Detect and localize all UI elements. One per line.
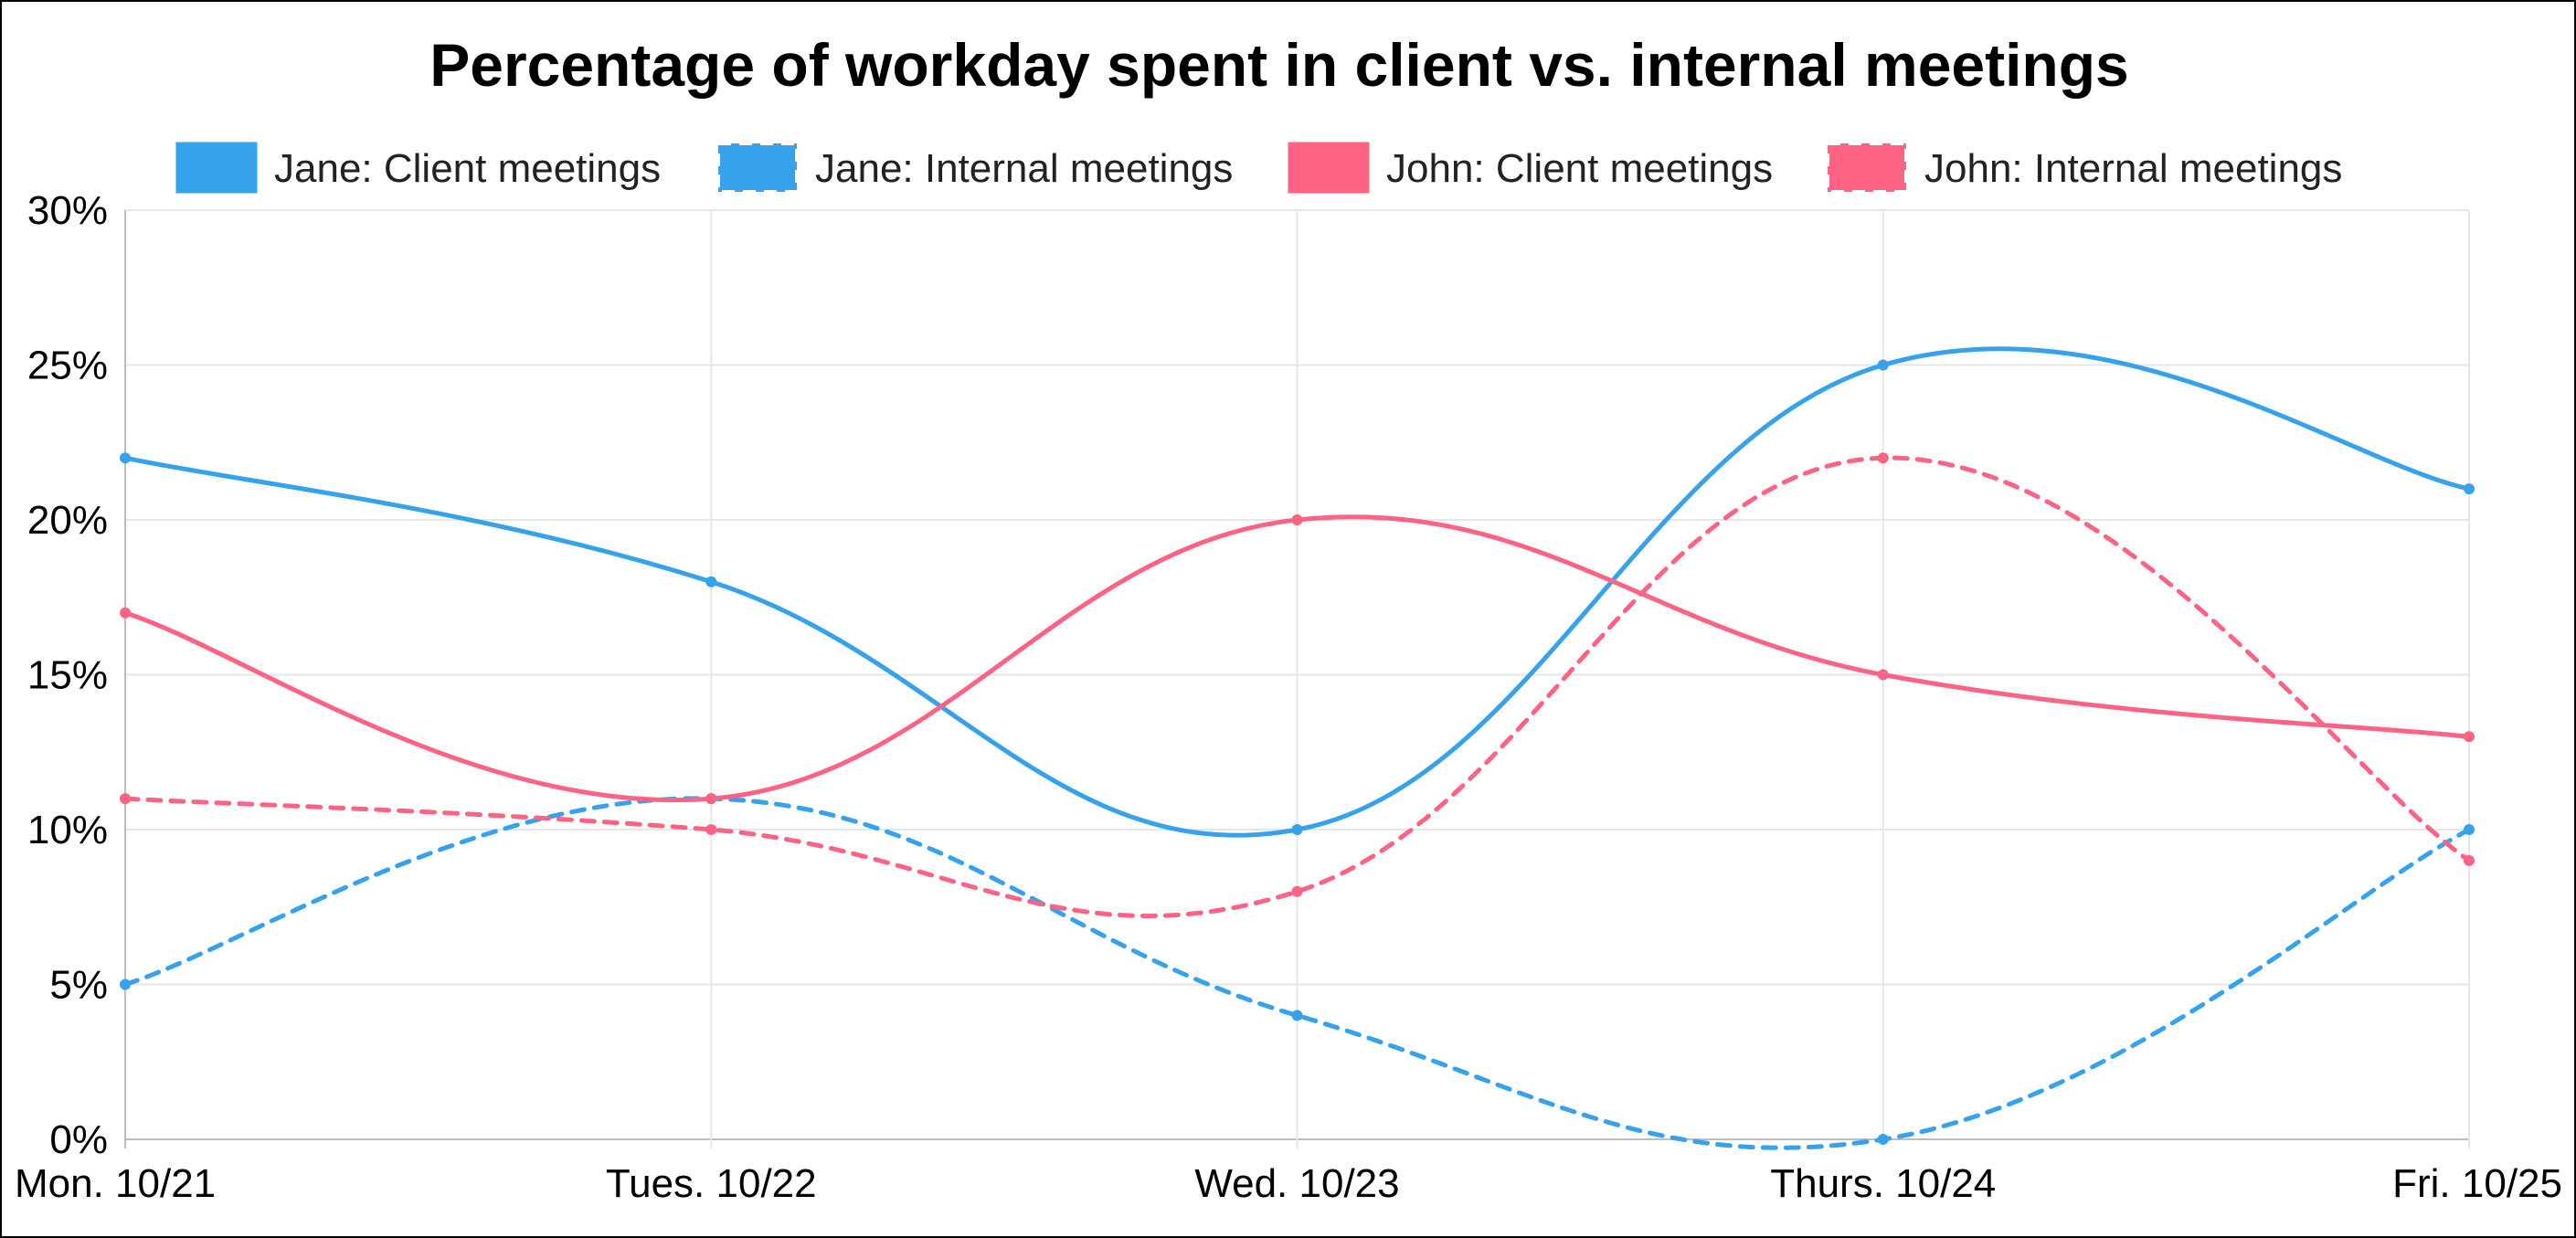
y-tick-label: 30% — [27, 188, 108, 233]
legend-swatch — [716, 142, 799, 194]
data-point-john-internal-meetings — [705, 824, 717, 835]
data-point-jane-client-meetings — [1877, 359, 1889, 371]
legend-label: John: Client meetings — [1386, 146, 1773, 191]
x-tick-label: Thurs. 10/24 — [1770, 1161, 1996, 1206]
series-line-john-client-meetings — [122, 514, 2472, 803]
legend-swatch — [1288, 142, 1370, 194]
y-tick-label: 25% — [27, 344, 108, 388]
y-tick-label: 10% — [27, 808, 108, 852]
legend-label: Jane: Client meetings — [274, 146, 661, 191]
y-tick-label: 15% — [27, 653, 108, 698]
data-point-jane-client-meetings — [705, 576, 717, 587]
data-point-john-client-meetings — [1877, 669, 1889, 681]
series-lines — [122, 346, 2472, 1150]
legend-label: John: Internal meetings — [1924, 146, 2342, 191]
chart-title: Percentage of workday spent in client vs… — [429, 31, 2129, 99]
legend-item-jane-internal-meetings[interactable]: Jane: Internal meetings — [716, 142, 1233, 194]
series-points — [120, 359, 2475, 1145]
series-line-jane-internal-meetings — [122, 796, 2472, 1150]
data-point-jane-internal-meetings — [120, 979, 131, 990]
legend-label: Jane: Internal meetings — [815, 146, 1233, 191]
grid — [124, 209, 2470, 1148]
x-tick-label: Wed. 10/23 — [1194, 1161, 1399, 1206]
legend-item-john-client-meetings[interactable]: John: Client meetings — [1288, 142, 1773, 194]
data-point-john-internal-meetings — [1291, 885, 1303, 897]
data-point-jane-client-meetings — [1291, 824, 1303, 835]
x-axis-ticks: Mon. 10/21 Tues. 10/22 Wed. 10/23 Thurs. 10… — [15, 1161, 2562, 1206]
data-point-jane-client-meetings — [2464, 483, 2475, 495]
data-point-jane-client-meetings — [120, 452, 131, 464]
legend: Jane: Client meetings Jane: Internal meet… — [175, 142, 2342, 194]
data-point-jane-internal-meetings — [2464, 824, 2475, 835]
data-point-john-client-meetings — [1291, 514, 1303, 525]
data-point-john-client-meetings — [2464, 731, 2475, 743]
y-tick-label: 5% — [49, 963, 108, 1008]
legend-item-john-internal-meetings[interactable]: John: Internal meetings — [1826, 142, 2342, 194]
data-point-john-client-meetings — [120, 607, 131, 619]
y-tick-label: 20% — [27, 498, 108, 543]
x-tick-label: Fri. 10/25 — [2392, 1161, 2562, 1206]
legend-swatch — [1826, 142, 1908, 194]
y-tick-label: 0% — [49, 1117, 108, 1162]
data-point-john-internal-meetings — [120, 793, 131, 805]
x-tick-label: Tues. 10/22 — [606, 1161, 817, 1206]
y-axis-ticks: 0% 5% 10% 15% 20% 25% 30% — [27, 188, 108, 1162]
data-point-john-internal-meetings — [1877, 452, 1889, 464]
data-point-john-client-meetings — [705, 793, 717, 805]
data-point-john-internal-meetings — [2464, 854, 2475, 866]
legend-item-jane-client-meetings[interactable]: Jane: Client meetings — [175, 142, 661, 194]
data-point-jane-internal-meetings — [1877, 1134, 1889, 1145]
data-point-jane-internal-meetings — [1291, 1010, 1303, 1021]
x-tick-label: Mon. 10/21 — [15, 1161, 216, 1206]
series-line-jane-client-meetings — [122, 346, 2472, 838]
legend-swatch — [175, 142, 258, 194]
series-line-john-internal-meetings — [122, 455, 2472, 918]
